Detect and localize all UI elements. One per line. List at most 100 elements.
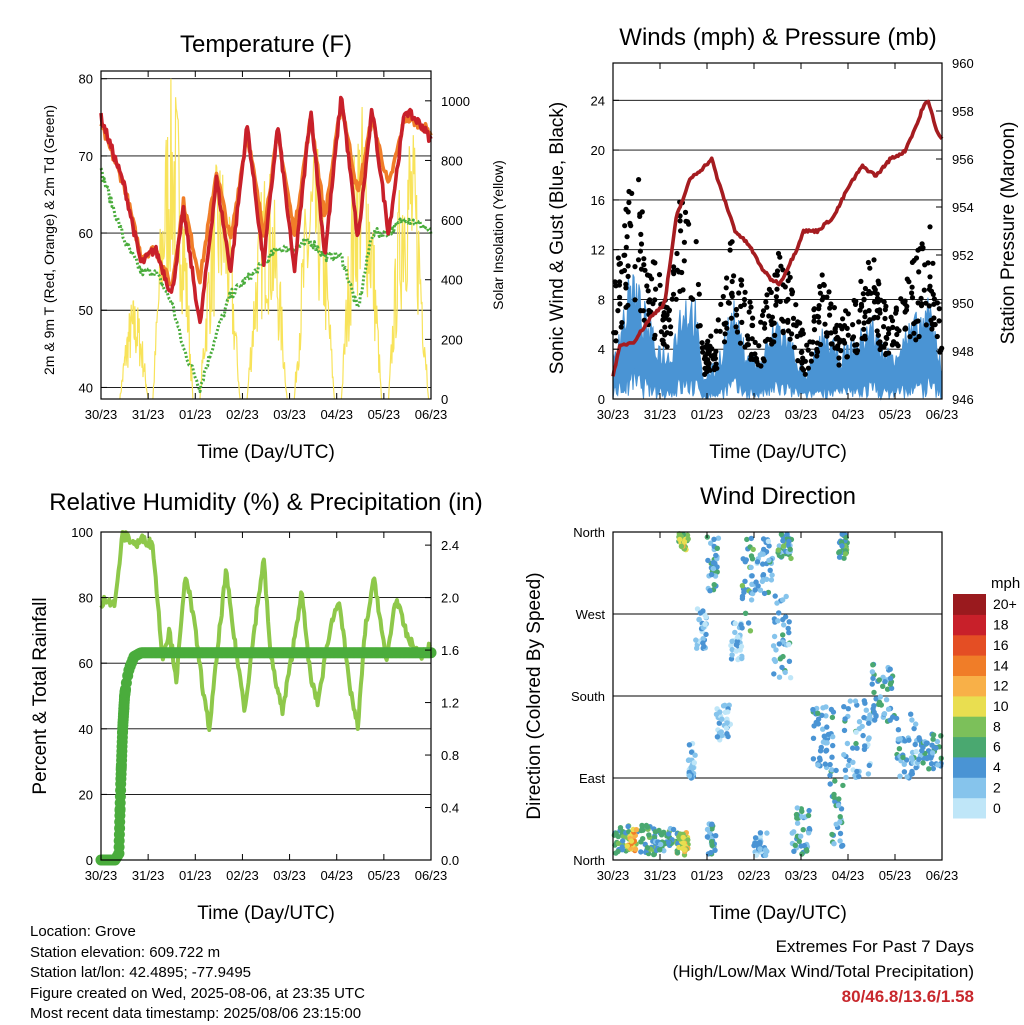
direction-point (640, 836, 646, 842)
gust-point (859, 303, 865, 310)
direction-point (929, 750, 936, 756)
direction-point (840, 842, 846, 849)
winds-ytick-label: 8 (598, 292, 605, 307)
gust-point (749, 336, 755, 342)
gust-point (856, 319, 862, 325)
gust-point (814, 340, 820, 346)
gust-point (612, 279, 618, 285)
gust-point (828, 330, 834, 336)
direction-point (760, 573, 766, 579)
gust-point (699, 340, 705, 346)
direction-point (780, 543, 787, 549)
gust-point (761, 358, 767, 364)
direction-point (819, 712, 825, 718)
direction-point (876, 677, 882, 683)
direction-point (714, 545, 720, 551)
direction-point (811, 723, 817, 729)
gust-point (616, 261, 622, 267)
direction-point (815, 716, 822, 722)
direction-point (776, 641, 782, 647)
direction-point (824, 724, 830, 730)
gust-point (664, 344, 670, 350)
direction-point (853, 740, 859, 747)
winds-xtick-label: 03/23 (785, 407, 818, 422)
temp_2m-line (99, 95, 433, 325)
direction-point (938, 733, 944, 739)
gust-point (931, 296, 938, 302)
direction-point (638, 849, 644, 855)
direction-point (690, 765, 696, 771)
direction-point (638, 827, 644, 834)
direction-point (827, 772, 833, 779)
direction-point (909, 756, 915, 762)
gust-point (861, 297, 867, 303)
direction-point (775, 547, 781, 553)
temperature-ytick-label: 70 (79, 149, 93, 164)
direction-point (680, 834, 686, 841)
direction-point (841, 727, 848, 734)
direction-point (896, 746, 903, 752)
temperature-y2tick-label: 600 (441, 213, 463, 228)
direction-point (817, 748, 824, 754)
gust-point (731, 273, 737, 279)
direction-point (639, 822, 645, 829)
direction-point (887, 666, 893, 672)
gust-point (637, 248, 644, 254)
gust-point (622, 223, 628, 229)
gust-point (720, 293, 726, 300)
gust-point (827, 312, 833, 318)
gust-point (894, 341, 900, 347)
direction-point (732, 629, 738, 636)
direction-point (772, 593, 778, 599)
colorbar-swatch (953, 675, 986, 697)
direction-point (901, 769, 908, 775)
gust-point (923, 322, 929, 328)
gust-point (717, 328, 723, 334)
gust-point (679, 269, 685, 276)
direction-ylabel-left: Direction (Colored By Speed) (524, 572, 545, 819)
direction-point (723, 725, 730, 731)
direction-point (870, 662, 876, 668)
direction-ytick-label: North (573, 525, 605, 540)
winds-plot-frame (612, 62, 943, 400)
colorbar-label: 12 (993, 678, 1009, 694)
direction-point (628, 838, 635, 844)
direction-point (856, 773, 862, 780)
gust-point (641, 262, 647, 268)
gust-point (884, 335, 890, 341)
direction-point (847, 698, 853, 704)
winds-ytick-label: 4 (598, 342, 605, 357)
direction-point (735, 634, 741, 640)
station-location: Location: Grove (30, 923, 136, 940)
direction-point (843, 774, 849, 781)
speed-colorbar: 0 2 4 6 8 10 12 14 16 18 20+ (953, 594, 1017, 819)
direction-point (796, 838, 802, 844)
direction-point (871, 703, 877, 709)
direction-point (739, 583, 746, 589)
direction-point (928, 761, 935, 767)
direction-point (764, 830, 770, 836)
humidity-y2tick-label: 2.4 (441, 538, 459, 553)
direction-point (786, 629, 792, 636)
gust-point (763, 299, 769, 305)
winds-series (611, 99, 945, 401)
gust-point (822, 321, 828, 327)
gust-point (936, 318, 942, 324)
direction-point (893, 715, 900, 722)
gust-point (662, 324, 668, 330)
winds-ytick-label: 20 (591, 143, 605, 158)
gust-point (842, 340, 848, 346)
gust-point (810, 339, 816, 345)
temperature-xtick-label: 01/23 (179, 407, 212, 422)
direction-point (762, 852, 769, 858)
colorbar-label: 2 (993, 780, 1001, 796)
temperature-y2tick-label: 200 (441, 332, 463, 347)
direction-point (681, 847, 688, 853)
direction-point (728, 656, 735, 662)
station-elevation: Station elevation: 609.722 m (30, 943, 221, 961)
direction-point (748, 564, 754, 571)
gust-point (693, 239, 699, 245)
winds-xtick-label: 02/23 (738, 407, 771, 422)
direction-point (755, 583, 761, 589)
gust-point (927, 274, 933, 280)
